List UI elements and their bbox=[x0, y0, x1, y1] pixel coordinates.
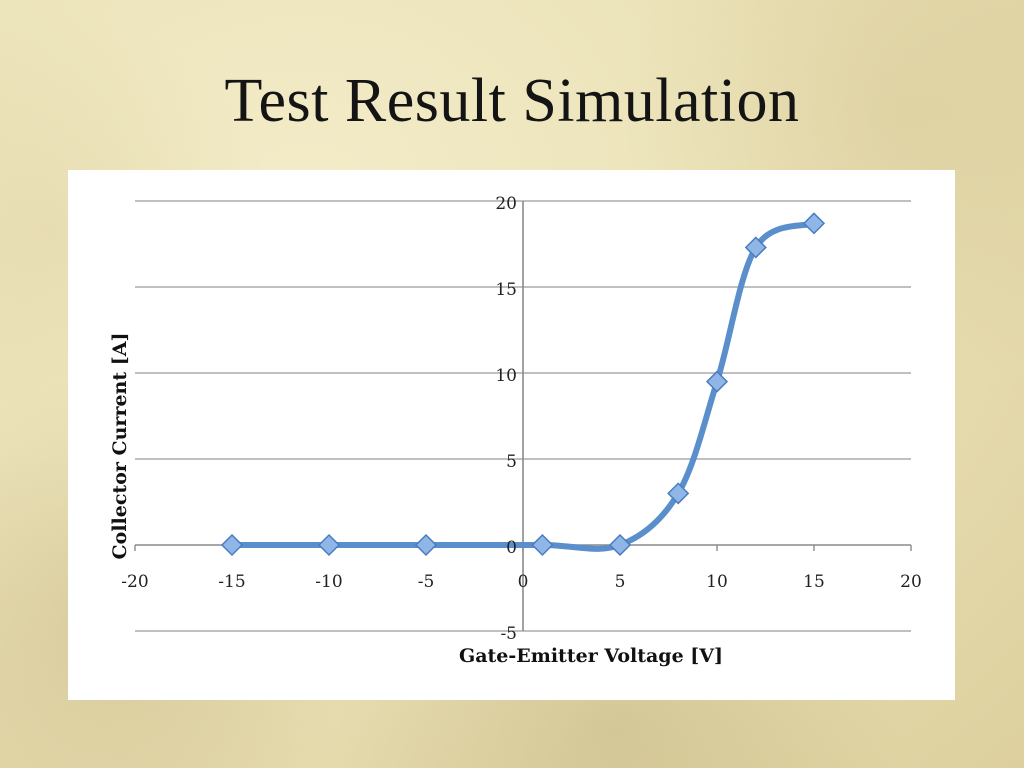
data-point-marker bbox=[220, 533, 244, 557]
y-tick-label: 20 bbox=[495, 194, 517, 214]
x-tick-label: 0 bbox=[518, 572, 529, 592]
x-tick-label: -20 bbox=[121, 572, 148, 592]
x-tick-label: 20 bbox=[900, 572, 922, 592]
series-layer bbox=[220, 212, 826, 557]
x-tick-label: 5 bbox=[615, 572, 626, 592]
x-tick-label: -10 bbox=[315, 572, 342, 592]
data-point-marker bbox=[531, 533, 554, 557]
data-point-marker bbox=[414, 533, 438, 557]
y-tick-label: 0 bbox=[506, 538, 517, 558]
x-tick-label: 15 bbox=[803, 572, 825, 592]
y-tick-label: 5 bbox=[506, 452, 517, 472]
slide-title: Test Result Simulation bbox=[224, 67, 800, 135]
label-layer: -5 0 5 10 15 20 -20 -15 -10 -5 0 5 10 15 20 bbox=[121, 194, 922, 644]
chart-area: -5 0 5 10 15 20 -20 -15 -10 -5 0 5 10 15 20 Gate-Emitt… bbox=[68, 170, 955, 700]
data-point-marker bbox=[802, 212, 826, 235]
data-point-marker bbox=[608, 533, 632, 557]
chart-svg: -5 0 5 10 15 20 -20 -15 -10 -5 0 5 10 15 20 Gate-Emitt… bbox=[109, 194, 922, 667]
x-tick-label: 10 bbox=[706, 572, 728, 592]
y-tick-label: 15 bbox=[495, 280, 517, 300]
axis-layer bbox=[134, 201, 912, 631]
x-tick-label: -5 bbox=[418, 572, 435, 592]
x-tick-label: -15 bbox=[218, 572, 245, 592]
data-point-marker bbox=[667, 482, 690, 505]
y-tick-label: 10 bbox=[495, 366, 517, 386]
data-point-marker bbox=[705, 370, 729, 393]
data-point-marker bbox=[744, 236, 767, 259]
x-axis-title: Gate-Emitter Voltage [V] bbox=[459, 645, 723, 667]
y-tick-label: -5 bbox=[500, 624, 517, 644]
data-point-marker bbox=[317, 533, 341, 557]
y-axis-title: Collector Current [A] bbox=[109, 333, 131, 560]
